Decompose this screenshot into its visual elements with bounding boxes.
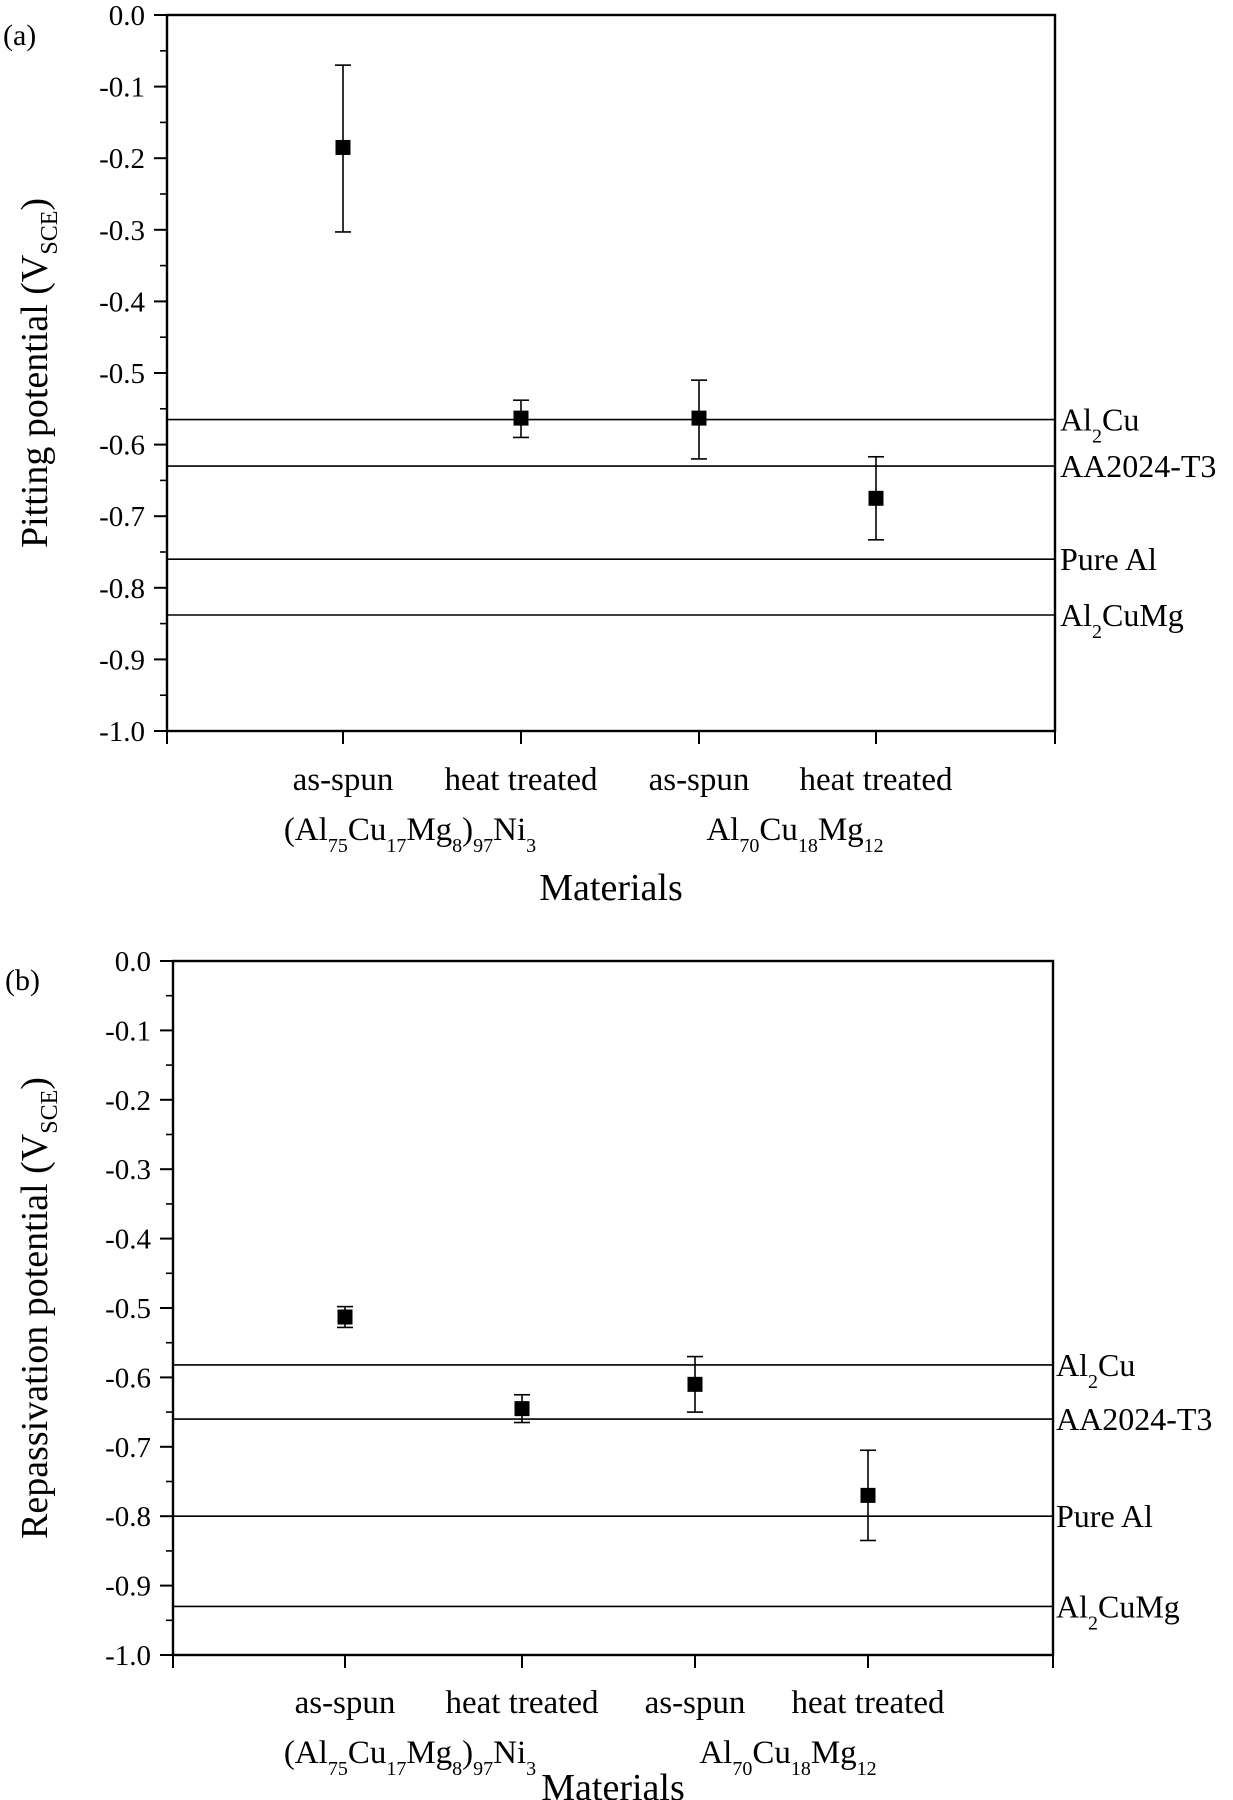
plot-frame [165,13,1057,733]
reference-line-label: Al2Cu [1056,1347,1135,1393]
chart-panel-a: 0.0 -0.1 -0.2 -0.3 -0.4 -0.5 -0.6 -0.7 -0.8 -0.9 -… [3,0,1216,909]
data-point [868,490,884,506]
alloy-group-label: Al70Cu18Mg12 [699,1735,876,1780]
reference-line-label: Al2CuMg [1056,1588,1180,1634]
reference-line-label: Pure Al [1056,1498,1153,1534]
y-tick-label: -0.9 [105,1571,151,1603]
y-tick-label: -0.4 [99,286,145,318]
category-label: as-spun [649,762,750,798]
y-tick-label: -0.1 [105,1015,151,1047]
panel-label: (a) [3,19,36,52]
panel-label: (b) [5,964,40,997]
data-point [335,139,351,155]
y-tick-label: -0.3 [99,215,145,247]
category-label: as-spun [645,1685,746,1721]
reference-line-label: AA2024-T3 [1056,1401,1212,1437]
data-point [860,1487,876,1503]
category-label: heat treated [446,1685,599,1721]
y-tick-label: -0.6 [99,430,145,462]
y-tick-label: -0.8 [99,573,145,605]
y-tick-label: -0.4 [105,1224,151,1256]
data-point [513,410,529,426]
data-point [337,1309,353,1325]
y-tick-label: -0.8 [105,1501,151,1533]
chart-panel-b: 0.0 -0.1 -0.2 -0.3 -0.4 -0.5 -0.6 -0.7 -0.8 -0.9 -… [5,946,1212,1800]
y-tick-label: 0.0 [109,0,145,32]
y-tick-label: -0.7 [99,501,145,533]
category-label: heat treated [800,762,953,798]
plot-frame [171,959,1055,1657]
category-label: as-spun [295,1685,396,1721]
reference-line-label: Al2CuMg [1060,597,1184,643]
y-tick-label: -1.0 [105,1640,151,1672]
y-axis-title: Repassivation potential (VSCE) [14,1077,63,1539]
y-tick-label: -0.5 [105,1293,151,1325]
data-point [687,1376,703,1392]
category-label: heat treated [445,762,598,798]
y-tick-label: -0.2 [105,1085,151,1117]
x-axis-title: Materials [539,867,683,909]
alloy-group-label: (Al75Cu17Mg8)97Ni3 [284,1735,536,1780]
y-tick-label: -0.3 [105,1154,151,1186]
category-label: heat treated [792,1685,945,1721]
category-label: as-spun [293,762,394,798]
y-tick-label: -0.2 [99,143,145,175]
alloy-group-label: (Al75Cu17Mg8)97Ni3 [284,812,536,857]
y-tick-label: -0.6 [105,1362,151,1394]
data-point [691,410,707,426]
y-tick-label: -0.9 [99,644,145,676]
y-tick-label: -0.5 [99,358,145,390]
y-tick-label: 0.0 [115,946,151,978]
reference-line-label: AA2024-T3 [1060,448,1216,484]
reference-line-label: Al2Cu [1060,402,1139,448]
y-tick-label: -0.7 [105,1432,151,1464]
y-axis-title: Pitting potential (VSCE) [14,198,63,548]
y-tick-label: -0.1 [99,72,145,104]
reference-line-label: Pure Al [1060,541,1157,577]
x-axis-title: Materials [541,1767,685,1800]
data-point [514,1401,530,1417]
y-tick-label: -1.0 [99,716,145,748]
alloy-group-label: Al70Cu18Mg12 [706,812,883,857]
